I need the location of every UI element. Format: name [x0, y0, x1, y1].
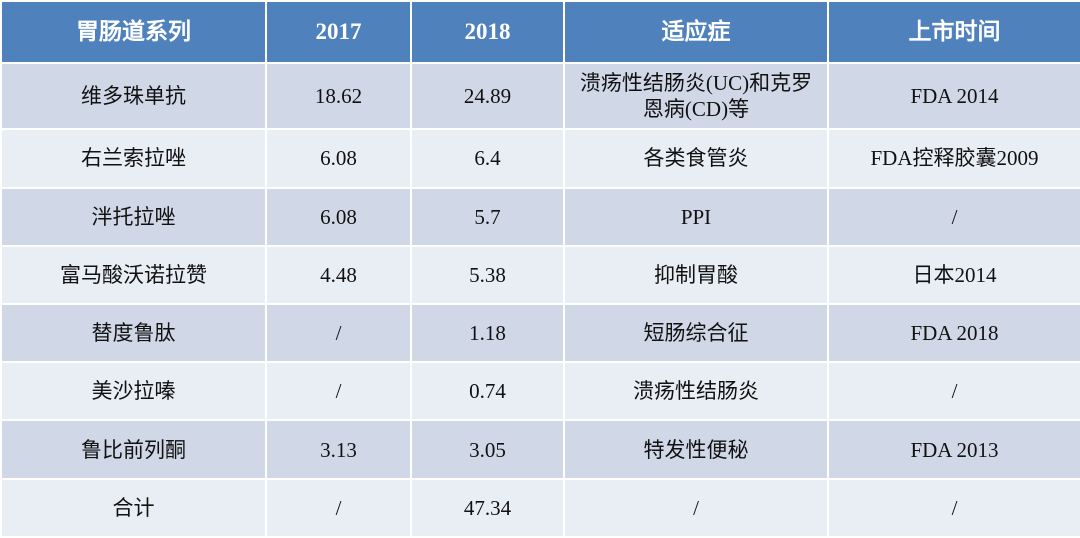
table-cell: 3.05: [410, 419, 565, 480]
table-cell: 1.18: [410, 302, 565, 364]
table-row: 合计/47.34//: [0, 477, 1080, 538]
header-cell: 胃肠道系列: [0, 0, 267, 64]
table-cell: PPI: [563, 186, 829, 247]
table-cell: 右兰索拉唑: [0, 128, 267, 189]
table-cell: 替度鲁肽: [0, 302, 267, 364]
table-cell: /: [563, 477, 829, 538]
table-row: 右兰索拉唑 6.08 6.4 各类食管炎 FDA控释胶囊2009: [0, 128, 1080, 189]
table-cell: 溃疡性结肠炎(UC)和克罗恩病(CD)等: [563, 61, 829, 131]
table-cell: 美沙拉嗪: [0, 361, 267, 422]
table-cell: 6.4: [410, 128, 565, 189]
table-cell: FDA 2013: [827, 419, 1080, 480]
table-cell: /: [265, 477, 412, 538]
table-row: 泮托拉唑 6.08 5.7 PPI /: [0, 186, 1080, 247]
table-cell: 特发性便秘: [563, 419, 829, 480]
header-cell: 上市时间: [827, 0, 1080, 64]
table-cell: 溃疡性结肠炎: [563, 361, 829, 422]
table-cell: 合计: [0, 477, 267, 538]
table-cell: /: [265, 361, 412, 422]
table-cell: 日本2014: [827, 244, 1080, 305]
table-cell: /: [827, 361, 1080, 422]
header-cell: 适应症: [563, 0, 829, 64]
table-cell: 0.74: [410, 361, 565, 422]
header-cell: 2017: [265, 0, 412, 64]
table-cell: FDA 2018: [827, 302, 1080, 364]
table-cell: FDA控释胶囊2009: [827, 128, 1080, 189]
table-cell: 抑制胃酸: [563, 244, 829, 305]
table-cell: 18.62: [265, 61, 412, 131]
table-cell: /: [265, 302, 412, 364]
table-row: 富马酸沃诺拉赞 4.48 5.38 抑制胃酸 日本2014: [0, 244, 1080, 305]
table-cell: 24.89: [410, 61, 565, 131]
table-cell: 5.7: [410, 186, 565, 247]
table-row: 美沙拉嗪/0.74 溃疡性结肠炎 /: [0, 361, 1080, 422]
table-cell: FDA 2014: [827, 61, 1080, 131]
table-cell: 短肠综合征: [563, 302, 829, 364]
table-cell: 富马酸沃诺拉赞: [0, 244, 267, 305]
table-cell: 4.48: [265, 244, 412, 305]
table-row: 替度鲁肽/1.18 短肠综合征 FDA 2018: [0, 302, 1080, 364]
table-cell: 鲁比前列酮: [0, 419, 267, 480]
table-cell: 5.38: [410, 244, 565, 305]
table-cell: /: [827, 186, 1080, 247]
header-row: 胃肠道系列 2017 2018 适应症 上市时间: [0, 0, 1080, 64]
header-cell: 2018: [410, 0, 565, 64]
table-cell: 6.08: [265, 186, 412, 247]
table-cell: 6.08: [265, 128, 412, 189]
table-body: 维多珠单抗 18.62 24.89 溃疡性结肠炎(UC)和克罗恩病(CD)等 FDA 2…: [0, 61, 1080, 538]
table-cell: 维多珠单抗: [0, 61, 267, 131]
table-cell: /: [827, 477, 1080, 538]
table-cell: 3.13: [265, 419, 412, 480]
table-cell: 47.34: [410, 477, 565, 538]
table-row: 维多珠单抗 18.62 24.89 溃疡性结肠炎(UC)和克罗恩病(CD)等 FDA 2…: [0, 61, 1080, 131]
table-cell: 各类食管炎: [563, 128, 829, 189]
table-cell: 泮托拉唑: [0, 186, 267, 247]
table-row: 鲁比前列酮 3.13 3.05 特发性便秘 FDA 2013: [0, 419, 1080, 480]
